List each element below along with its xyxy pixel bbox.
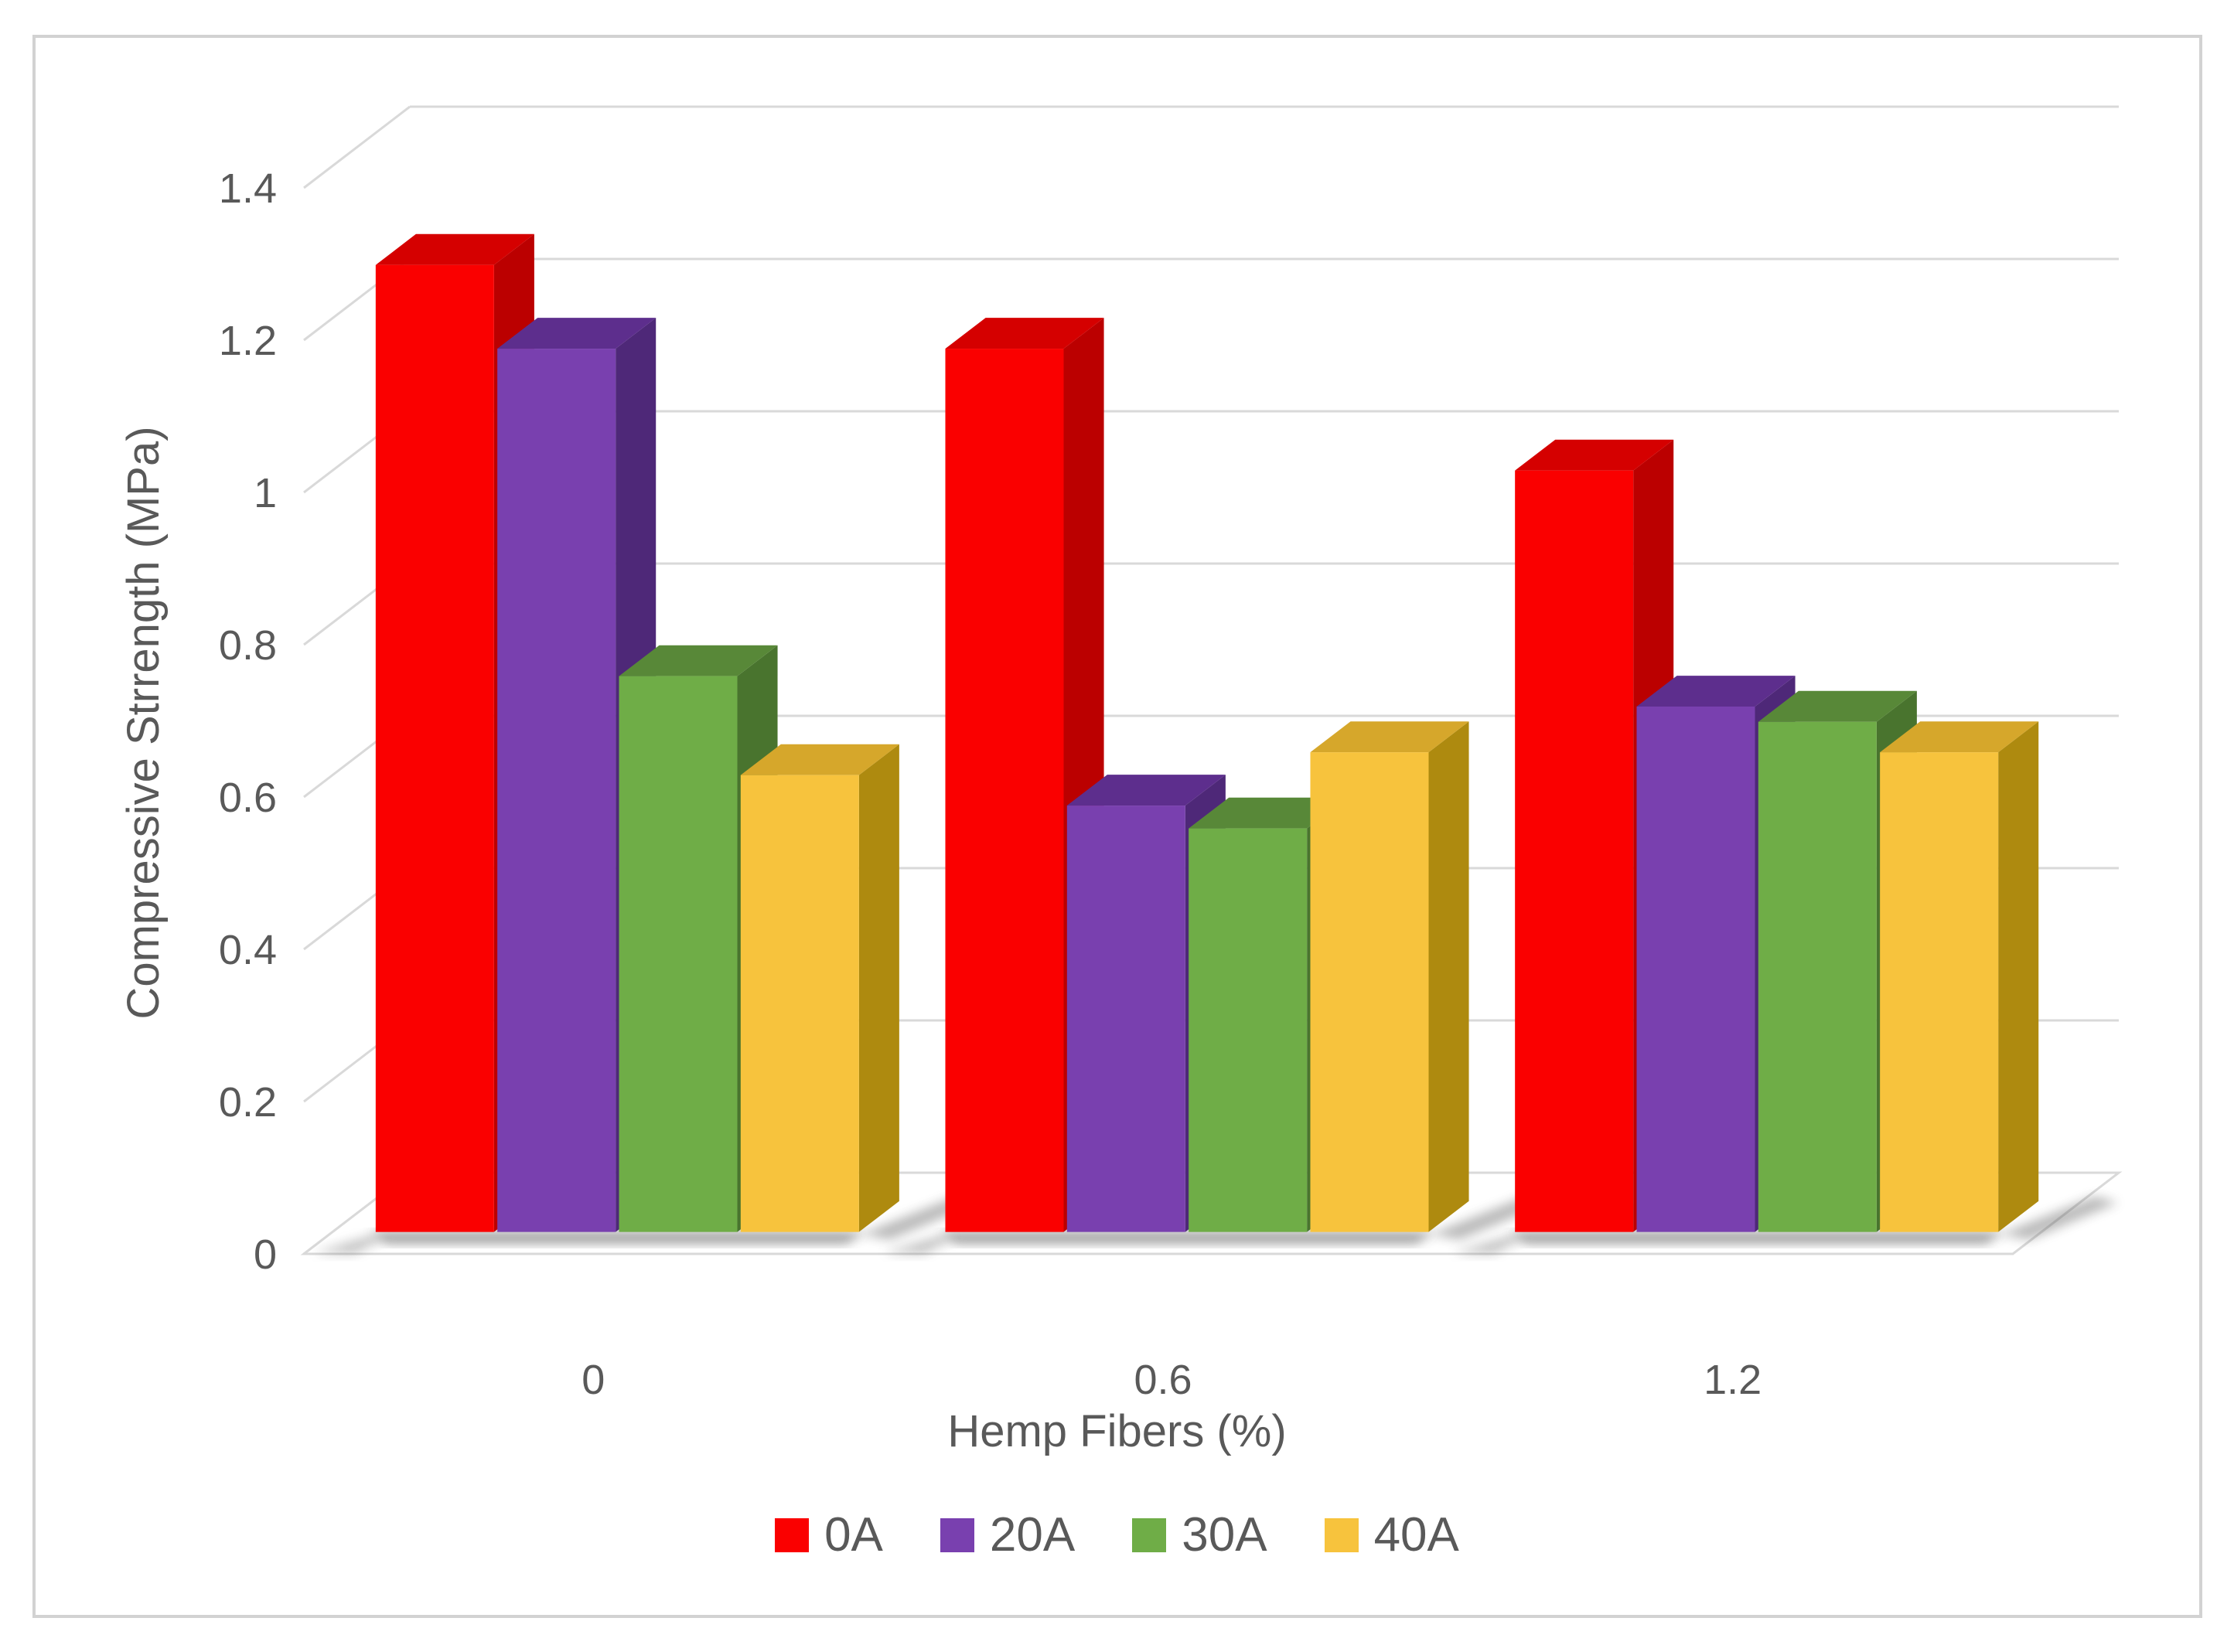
x-category-label: 0.6 [1134,1357,1192,1403]
bar-30A-cat1.2 [1758,721,1877,1232]
bar-shadow [2000,1196,2119,1240]
bar-20A-cat0 [497,349,616,1232]
bar-0A-cat0.6 [945,349,1064,1232]
bar-20A-cat1.2-top [1636,676,1796,707]
y-axis-title: Compressive Strrength (MPa) [118,426,169,1020]
bar-30A-cat0-top [619,645,778,676]
y-tick-label: 0 [254,1231,277,1278]
bar-shadow [1453,1235,1525,1254]
bar-40A-cat1.2 [1880,752,1999,1232]
x-axis-title: Hemp Fibers (%) [947,1406,1287,1456]
bar-40A-cat0.6-top [1310,721,1469,753]
legend: 0A 20A 30A 40A [0,1507,2234,1562]
legend-swatch-30A [1132,1517,1167,1552]
legend-label: 20A [989,1508,1076,1562]
x-category-label: 0 [582,1357,605,1403]
y-tick-label: 1.4 [219,165,277,212]
bar-shadow [313,1235,385,1254]
x-category-label: 1.2 [1704,1357,1762,1403]
legend-label: 0A [824,1508,883,1562]
legend-label: 30A [1182,1508,1267,1562]
bar-0A-cat0 [375,264,494,1232]
bar-40A-cat0-top [740,744,899,775]
bar-shadow [370,1231,865,1244]
bar-30A-cat0.6-top [1189,797,1348,829]
y-tick [303,105,411,189]
legend-swatch-0A [775,1517,810,1552]
legend-swatch-20A [940,1517,974,1552]
bar-shadow [883,1235,955,1254]
bar-30A-cat1.2-top [1758,690,1917,722]
y-tick-label: 1 [254,470,277,516]
bar-20A-cat0.6-top [1066,775,1226,806]
y-tick-label: 0.2 [219,1079,277,1126]
bar-0A-cat0.6-top [945,318,1104,349]
legend-swatch-40A [1324,1517,1359,1552]
bar-20A-cat0-top [497,318,657,349]
y-tick-label: 0.6 [219,775,277,821]
legend-item-20A: 20A [940,1507,1075,1562]
y-tick-label: 1.2 [219,318,277,364]
bar-40A-cat0 [740,775,859,1232]
y-tick-label: 0.8 [219,622,277,669]
bar-40A-cat0.6-side [1428,721,1469,1232]
bar-20A-cat0.6 [1066,806,1185,1232]
bar-0A-cat1.2 [1515,470,1634,1232]
legend-item-0A: 0A [775,1507,883,1562]
bar-40A-cat0-side [858,744,899,1232]
legend-label: 40A [1373,1508,1459,1562]
bar-shadow [940,1231,1435,1244]
legend-item-40A: 40A [1324,1507,1459,1562]
bar-0A-cat1.2-top [1515,439,1674,471]
bar-20A-cat1.2 [1636,707,1755,1232]
bar-40A-cat1.2-side [1998,721,2039,1232]
bar-30A-cat0 [619,676,738,1232]
bar-shadow [1510,1231,2005,1244]
bar-30A-cat0.6 [1189,828,1308,1232]
bar-40A-cat0.6 [1310,752,1429,1232]
bar-0A-cat0-top [375,233,534,265]
bar-40A-cat1.2-top [1880,721,2039,753]
legend-item-30A: 30A [1132,1507,1267,1562]
y-tick-label: 0.4 [219,927,277,973]
